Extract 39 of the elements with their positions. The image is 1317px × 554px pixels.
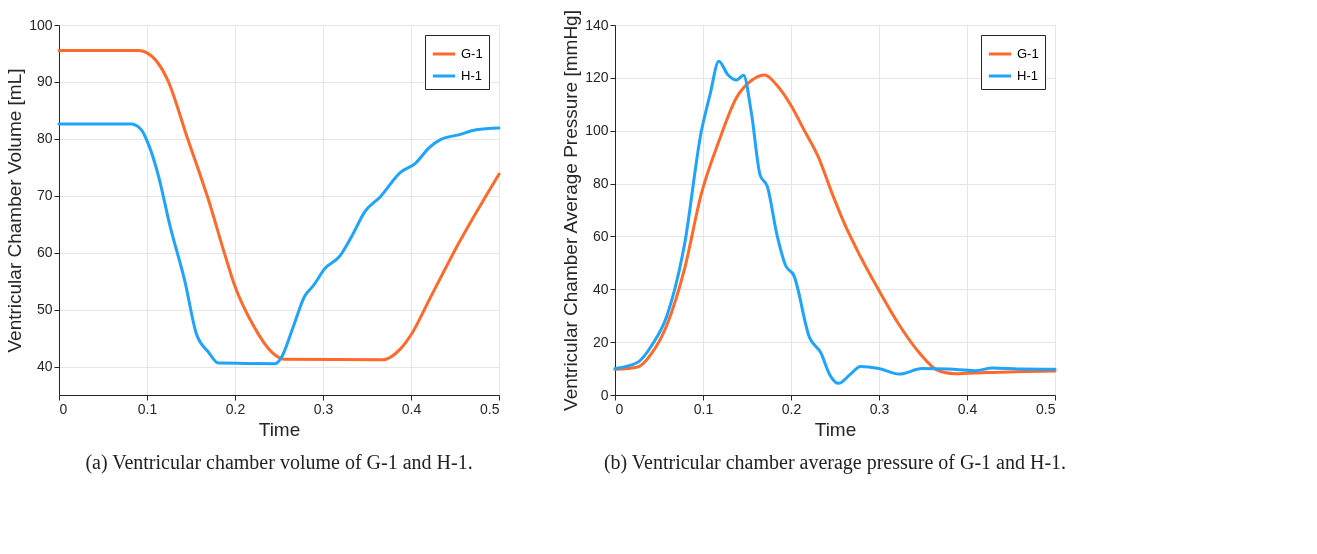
x-tick-label: 0 bbox=[615, 400, 624, 417]
y-tick-label: 50 bbox=[36, 301, 53, 318]
y-tick-label: 20 bbox=[592, 333, 609, 350]
x-tick-label: 0.3 bbox=[313, 400, 334, 417]
x-tick-label: 0.4 bbox=[401, 400, 422, 417]
text: (a) Ventricular chamber volume of G-1 and H-1. bbox=[85, 451, 473, 474]
x-tick-label: 0.3 bbox=[869, 400, 890, 417]
x-tick-label: 0.1 bbox=[137, 400, 158, 417]
legend-label: G-1 bbox=[461, 46, 483, 61]
x-axis-title: Time bbox=[258, 418, 301, 440]
y-tick-label: 80 bbox=[592, 175, 609, 192]
y-axis-title: Ventricular Chamber Volume [mL] bbox=[4, 68, 26, 353]
y-tick-label: 140 bbox=[585, 16, 609, 33]
legend-label: H-1 bbox=[1017, 68, 1038, 83]
line-series bbox=[57, 122, 501, 366]
legend-label: H-1 bbox=[461, 68, 482, 83]
y-tick-label: 70 bbox=[36, 187, 53, 204]
y-tick-label: 60 bbox=[36, 244, 53, 261]
y-tick-label: 40 bbox=[592, 280, 609, 297]
text: (b) Ventricular chamber average pressure of G-1 and H-1. bbox=[603, 451, 1067, 474]
line-series bbox=[57, 49, 501, 362]
x-tick-label: 0.4 bbox=[957, 400, 978, 417]
y-axis-title: Ventricular Chamber Average Pressure [mmHg] bbox=[560, 10, 582, 411]
x-tick-label: 0.5 bbox=[1036, 400, 1056, 417]
x-tick-label: 0.2 bbox=[225, 400, 246, 417]
legend-label: G-1 bbox=[1017, 46, 1039, 61]
x-tick-label: 0.2 bbox=[781, 400, 802, 417]
x-axis-title: Time bbox=[814, 418, 857, 440]
y-tick-label: 40 bbox=[36, 358, 53, 375]
x-tick-label: 0.5 bbox=[480, 400, 500, 417]
y-tick-label: 0 bbox=[600, 386, 609, 403]
y-tick-label: 80 bbox=[36, 130, 53, 147]
y-tick-label: 100 bbox=[585, 122, 609, 139]
y-tick-label: 90 bbox=[36, 73, 53, 90]
x-tick-label: 0 bbox=[59, 400, 68, 417]
y-tick-label: 100 bbox=[29, 16, 53, 33]
y-tick-label: 60 bbox=[592, 227, 609, 244]
x-tick-label: 0.1 bbox=[693, 400, 714, 417]
y-tick-label: 120 bbox=[585, 69, 609, 86]
